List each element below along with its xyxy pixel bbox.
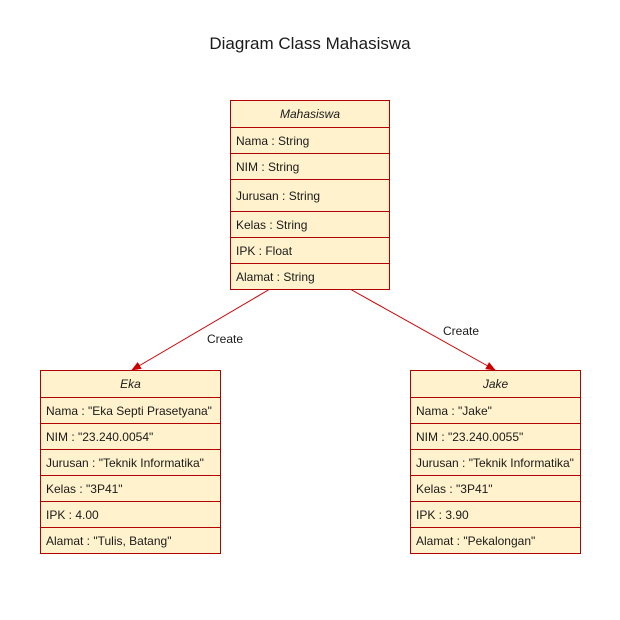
class-name: Mahasiswa	[279, 107, 341, 121]
attribute-kelas: Kelas : String	[231, 211, 389, 237]
attribute-kelas: Kelas : "3P41"	[411, 475, 580, 501]
class-name: Jake	[482, 377, 509, 391]
diagram-title: Diagram Class Mahasiswa	[209, 34, 411, 53]
attribute-ipk: IPK : Float	[231, 237, 389, 263]
attribute-nim: NIM : "23.240.0054"	[41, 423, 220, 449]
attribute-nama: Nama : String	[231, 127, 389, 153]
attribute-jurusan: Jurusan : "Teknik Informatika"	[41, 449, 220, 475]
class-mahasiswa[interactable]: Mahasiswa Nama : String NIM : String Jur…	[230, 100, 390, 290]
edge-mahasiswa-eka	[131, 288, 271, 371]
edge-label-eka: Create	[207, 332, 243, 346]
attribute-kelas: Kelas : "3P41"	[41, 475, 220, 501]
attribute-nim: NIM : String	[231, 153, 389, 179]
attribute-nama: Nama : "Eka Septi Prasetyana"	[41, 397, 220, 423]
attribute-alamat: Alamat : String	[231, 263, 389, 289]
attribute-ipk: IPK : 3.90	[411, 501, 580, 527]
attribute-jurusan: Jurusan : String	[231, 179, 389, 211]
attribute-ipk: IPK : 4.00	[41, 501, 220, 527]
class-eka[interactable]: Eka Nama : "Eka Septi Prasetyana" NIM : …	[40, 370, 221, 554]
attribute-jurusan: Jurusan : "Teknik Informatika"	[411, 449, 580, 475]
edge-label-jake: Create	[443, 324, 479, 338]
class-jake[interactable]: Jake Nama : "Jake" NIM : "23.240.0055" J…	[410, 370, 581, 554]
edge-mahasiswa-jake	[349, 288, 496, 371]
attribute-alamat: Alamat : "Pekalongan"	[411, 527, 580, 553]
class-name: Eka	[120, 377, 141, 391]
attribute-nim: NIM : "23.240.0055"	[411, 423, 580, 449]
attribute-nama: Nama : "Jake"	[411, 397, 580, 423]
attribute-alamat: Alamat : "Tulis, Batang"	[41, 527, 220, 553]
